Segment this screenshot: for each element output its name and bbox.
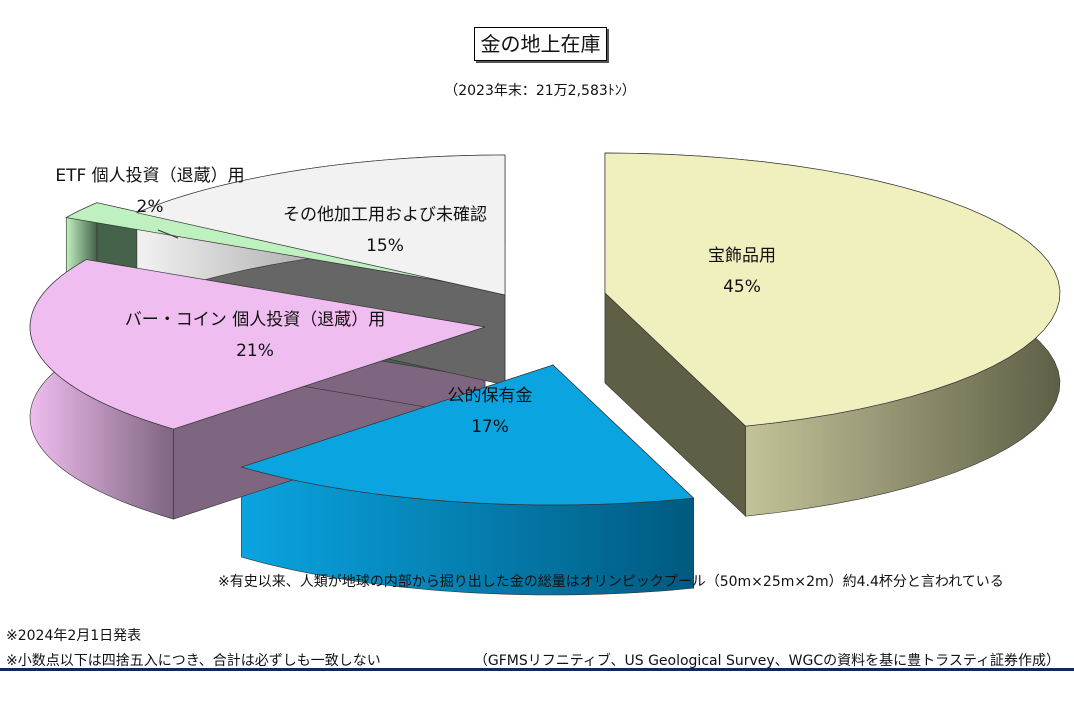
slice-label: 宝飾品用 (708, 246, 776, 266)
leader-line (157, 229, 179, 239)
pie-slice (135, 154, 506, 296)
slice-label: 公的保有金 (448, 386, 533, 406)
slice-value-label: 45% (723, 277, 761, 297)
pie-slice (240, 364, 695, 506)
note-rounding: ※小数点以下は四捨五入につき、合計は必ずしも一致しない (6, 653, 381, 669)
note-release-date: ※2024年2月1日発表 (6, 628, 142, 644)
note-olympic-pool: ※有史以来、人類が地球の内部から掘り出した金の総量はオリンピックプール（50m×… (218, 574, 1004, 590)
slice-value-label: 2% (137, 197, 164, 217)
slice-label: ETF 個人投資（退蔵）用 (55, 166, 244, 186)
slice-label: バー・コイン 個人投資（退蔵）用 (125, 310, 385, 330)
slice-label: その他加工用および未確認 (283, 205, 487, 225)
slice-value-label: 21% (236, 341, 274, 361)
chart-title: 金の地上在庫 (474, 27, 607, 61)
slice-value-label: 17% (471, 417, 509, 437)
pie-chart: 宝飾品用 45% 公的保有金 17% バー・コイン 個人投資（退蔵）用 21% ETF 個人… (29, 152, 1061, 596)
pie-slice (604, 152, 1061, 427)
slice-value-label: 15% (366, 236, 404, 256)
note-source: （GFMSリフニティブ、US Geological Survey、WGCの資料を… (473, 653, 1060, 669)
footer-rule (0, 668, 1074, 671)
pie-slice (29, 259, 486, 430)
chart-subtitle: （2023年末：21万2,583ﾄﾝ） (444, 83, 636, 99)
pie-slice (65, 202, 466, 286)
